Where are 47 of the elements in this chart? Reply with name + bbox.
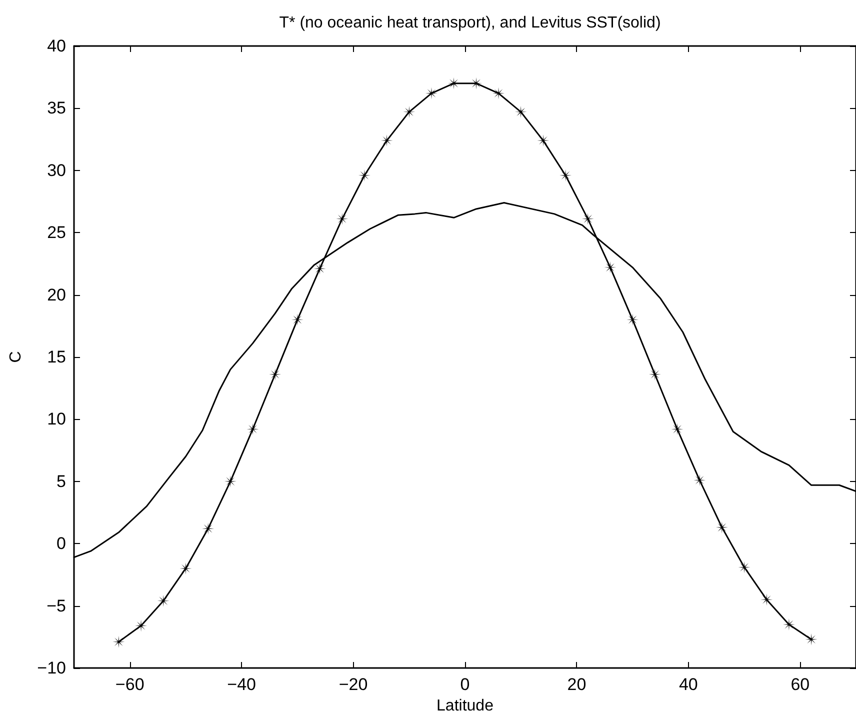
point bbox=[738, 561, 750, 574]
point bbox=[537, 134, 550, 147]
point bbox=[314, 262, 326, 275]
point bbox=[626, 314, 639, 326]
y-tick-label: 30 bbox=[47, 160, 66, 180]
point bbox=[202, 522, 214, 535]
y-axis-title: C bbox=[8, 351, 24, 363]
point bbox=[358, 169, 370, 182]
point bbox=[694, 474, 706, 486]
chart-title: T* (no oceanic heat transport), and Levitus SST(solid) bbox=[279, 14, 661, 32]
point bbox=[269, 368, 282, 380]
point bbox=[246, 423, 259, 436]
point bbox=[716, 521, 728, 534]
x-tick-label: −60 bbox=[115, 675, 144, 694]
point bbox=[648, 368, 661, 380]
y-tick-label: 25 bbox=[47, 223, 66, 242]
point bbox=[805, 633, 818, 646]
x-tick-label: 0 bbox=[460, 675, 470, 694]
x-tick-label: −40 bbox=[227, 675, 256, 694]
x-tick-label: 40 bbox=[678, 675, 698, 694]
point bbox=[336, 212, 348, 225]
point bbox=[782, 618, 795, 630]
x-axis-title: Latitude bbox=[436, 698, 494, 714]
point bbox=[760, 594, 773, 606]
point bbox=[604, 261, 616, 274]
point bbox=[380, 134, 393, 147]
point bbox=[582, 212, 594, 225]
x-tick-label: −20 bbox=[338, 675, 368, 694]
point bbox=[291, 314, 304, 326]
point bbox=[403, 106, 416, 118]
y-tick-label: 10 bbox=[47, 410, 66, 429]
point bbox=[560, 169, 572, 182]
y-tick-label: 15 bbox=[47, 348, 66, 366]
x-tick-label: 60 bbox=[790, 675, 810, 694]
y-tick-label: 0 bbox=[56, 534, 66, 554]
y-tick-label: −10 bbox=[37, 658, 66, 678]
point bbox=[514, 106, 527, 118]
y-tick-label: 40 bbox=[47, 36, 66, 56]
y-tick-label: −5 bbox=[46, 596, 66, 616]
y-tick-label: 20 bbox=[47, 285, 66, 304]
y-tick-label: 35 bbox=[47, 98, 66, 118]
point bbox=[224, 475, 236, 488]
y-tick-label: 5 bbox=[56, 472, 66, 491]
point bbox=[157, 594, 170, 607]
x-tick-label: 20 bbox=[567, 675, 586, 694]
point bbox=[671, 423, 684, 436]
point bbox=[112, 636, 125, 648]
